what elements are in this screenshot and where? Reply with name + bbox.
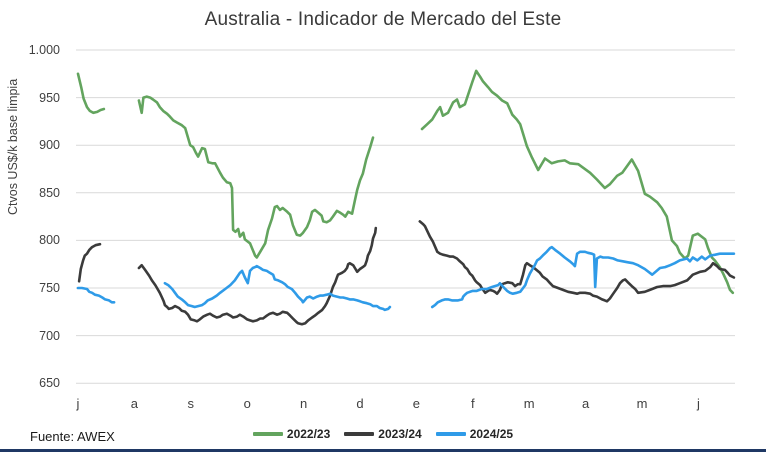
legend-item-2024/25: 2024/25 — [435, 427, 514, 441]
series-line-2022/23-seg3 — [420, 69, 735, 295]
y-tick-label-1.000: 1.000 — [28, 43, 60, 57]
series-line-2023/24-seg1 — [77, 242, 102, 283]
x-tick-label-5-d: d — [356, 396, 364, 411]
series-line-2022/23-seg2 — [137, 95, 375, 259]
x-tick-label-4-n: n — [299, 396, 308, 411]
bottom-border-bar — [0, 449, 766, 452]
x-tick-label-6-e: e — [412, 396, 420, 411]
source-note: Fuente: AWEX — [30, 429, 115, 444]
legend-swatch-2022/23 — [252, 432, 283, 436]
y-tick-label-650: 650 — [39, 376, 60, 391]
chart-legend: 2022/23 2023/24 2024/25 — [0, 427, 766, 441]
x-tick-label-11-j: j — [696, 396, 700, 411]
y-tick-label-850: 850 — [39, 185, 60, 200]
series-line-2023/24-seg2 — [137, 226, 378, 326]
legend-label-2023/24: 2023/24 — [378, 427, 422, 441]
y-tick-label-750: 750 — [39, 281, 60, 295]
legend-label-2022/23: 2022/23 — [286, 427, 331, 441]
y-tick-label-700: 700 — [39, 328, 60, 343]
x-tick-label-10-m: m — [636, 396, 648, 411]
chart-title: Australia - Indicador de Mercado del Est… — [204, 9, 562, 30]
y-tick-label-800: 800 — [39, 233, 60, 248]
x-tick-label-2-s: s — [187, 396, 195, 411]
x-tick-label-1-a: a — [130, 396, 138, 411]
legend-swatch-2024/25 — [435, 432, 466, 436]
y-tick-label-950: 950 — [39, 90, 60, 105]
legend-swatch-2023/24 — [344, 432, 375, 436]
x-tick-label-3-o: o — [243, 396, 251, 411]
series-line-2024/25-seg1 — [76, 286, 116, 304]
legend-item-2022/23: 2022/23 — [252, 427, 331, 441]
x-tick-label-7-f: f — [470, 396, 475, 411]
y-tick-label-900: 900 — [39, 138, 60, 153]
y-axis-tick-labels: 1.000 950 900 850 800 750 700 650 — [0, 0, 60, 456]
x-tick-label-9-a: a — [581, 396, 590, 411]
series-line-2024/25-seg3 — [430, 245, 736, 309]
x-tick-label-0-j: j — [76, 396, 80, 411]
legend-item-2023/24: 2023/24 — [344, 427, 422, 441]
series-line-2024/25-seg2 — [163, 264, 392, 312]
x-tick-label-8-m: m — [523, 396, 535, 411]
legend-label-2024/25: 2024/25 — [469, 427, 514, 441]
series-line-2023/24-seg3 — [418, 220, 736, 303]
series-line-2022/23-seg1 — [76, 72, 106, 115]
